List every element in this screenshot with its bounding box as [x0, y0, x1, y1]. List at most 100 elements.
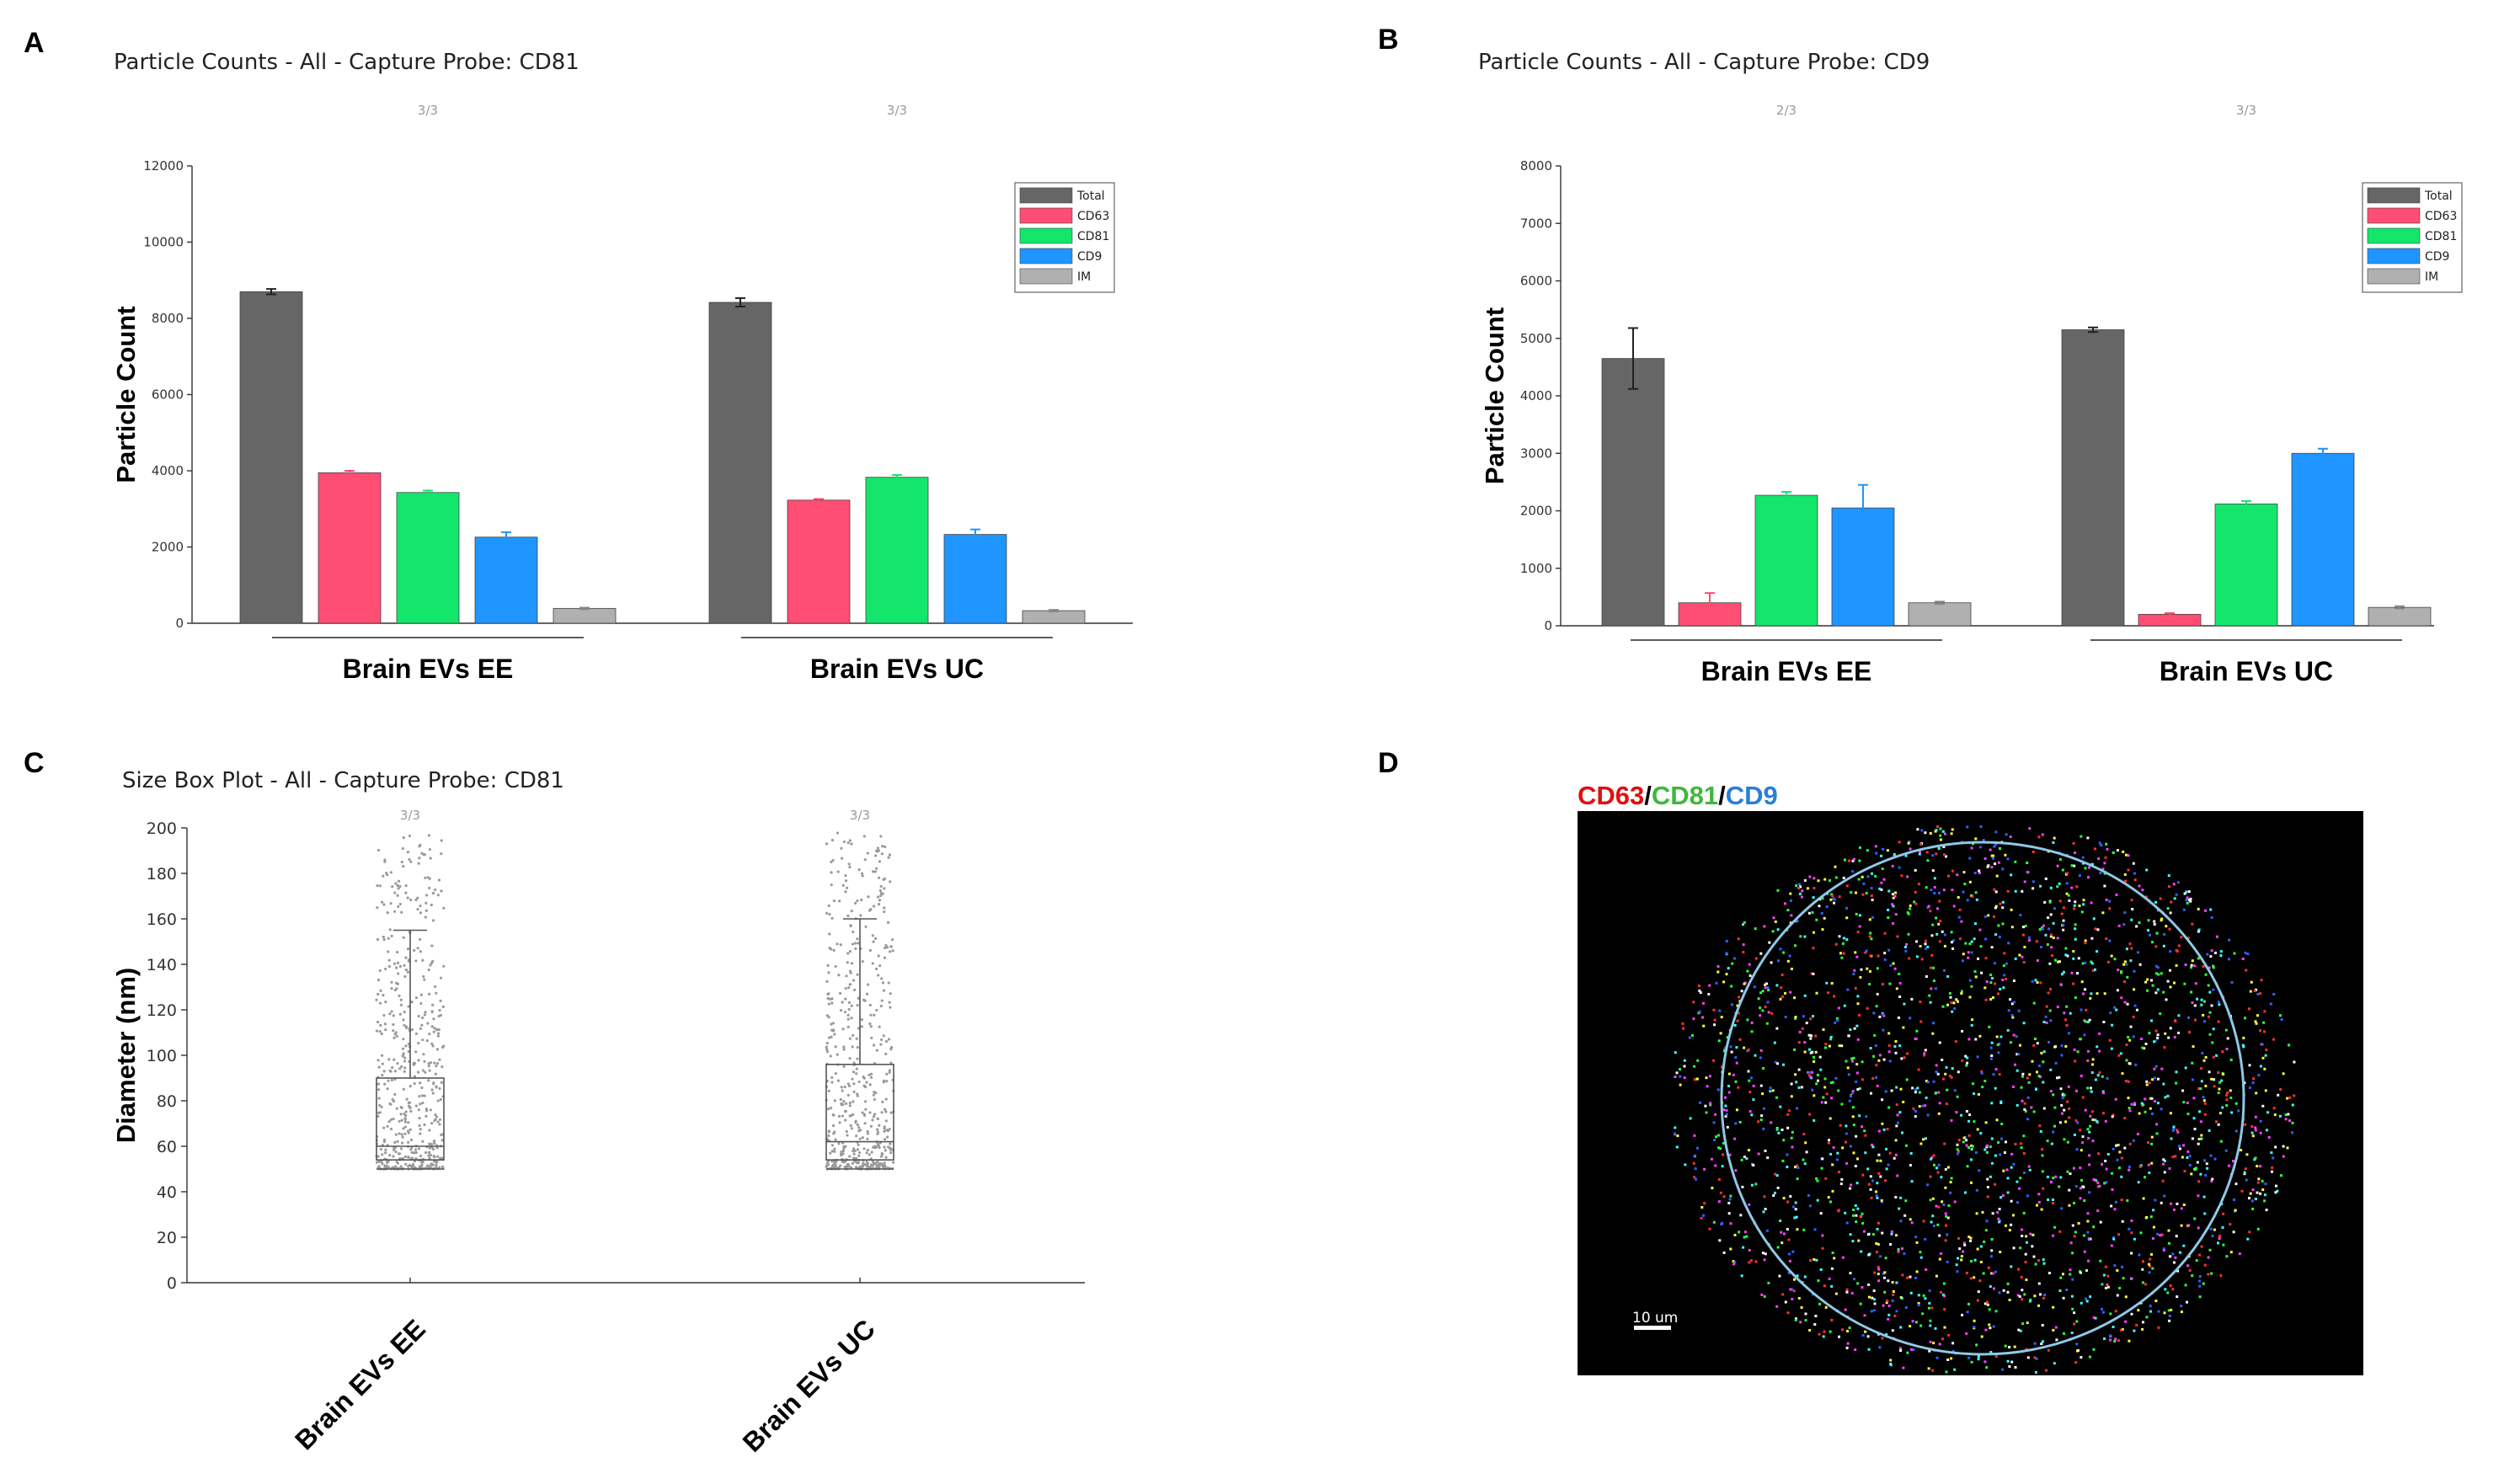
scatter-point	[432, 1147, 435, 1151]
scatter-point	[852, 1156, 856, 1160]
fluorescent-spot	[2128, 1339, 2131, 1343]
scatter-point	[398, 1132, 401, 1135]
scatter-point	[400, 1106, 403, 1109]
fluorescent-spot	[1727, 967, 1730, 970]
fluorescent-spot	[1887, 889, 1891, 893]
fluorescent-spot	[1918, 1105, 1921, 1108]
fluorescent-spot	[2166, 1094, 2170, 1097]
fluorescent-spot	[1816, 1179, 1819, 1182]
fluorescent-spot	[1797, 1086, 1801, 1089]
fluorescent-spot	[2085, 1300, 2089, 1303]
micrograph-panel: CD63/CD81/CD9 10 um	[1578, 781, 2363, 1375]
fluorescent-spot	[2021, 1228, 2024, 1231]
scatter-point	[377, 1065, 381, 1069]
fluorescent-spot	[1978, 869, 1981, 873]
fluorescent-spot	[1992, 1325, 1995, 1328]
fluorescent-spot	[1713, 1023, 1716, 1027]
fluorescent-spot	[1849, 1233, 1852, 1236]
fluorescent-spot	[1692, 1001, 1695, 1004]
fluorescent-spot	[2026, 871, 2030, 874]
fluorescent-spot	[1788, 954, 1791, 958]
fluorescent-spot	[1914, 1037, 1918, 1040]
fluorescent-spot	[2183, 982, 2186, 985]
scatter-point	[844, 997, 847, 1001]
fluorescent-spot	[2052, 841, 2055, 844]
fluorescent-spot	[1978, 1034, 1982, 1038]
fluorescent-spot	[1861, 1286, 1864, 1289]
scatter-point	[424, 909, 428, 912]
fluorescent-spot	[2279, 1088, 2282, 1091]
scatter-point	[830, 997, 834, 1001]
scatter-point	[429, 1108, 432, 1112]
fluorescent-spot	[2127, 1097, 2130, 1100]
fluorescent-spot	[2015, 1035, 2018, 1038]
fluorescent-spot	[2114, 1097, 2117, 1101]
bar-im-1	[553, 607, 617, 624]
fluorescent-spot	[2148, 1271, 2151, 1274]
fluorescent-spot	[1988, 1323, 1991, 1327]
fluorescent-spot	[2286, 1097, 2289, 1100]
scatter-point	[393, 1140, 397, 1145]
fluorescent-spot	[1869, 954, 1872, 958]
scatter-point	[838, 1121, 841, 1124]
scatter-point	[412, 1061, 415, 1065]
fluorescent-spot	[1715, 981, 1718, 985]
scatter-point	[884, 1156, 888, 1159]
error-bar	[2088, 326, 2098, 334]
scatter-point	[873, 1146, 877, 1150]
fluorescent-spot	[2091, 1110, 2094, 1113]
fluorescent-spot	[1935, 1064, 1938, 1067]
fluorescent-spot	[2182, 1204, 2186, 1206]
scatter-point	[867, 983, 870, 986]
fluorescent-spot	[2193, 1128, 2197, 1130]
fluorescent-spot	[1817, 1079, 1819, 1082]
fluorescent-spot	[1782, 1139, 1786, 1142]
fluorescent-spot	[1852, 1151, 1855, 1155]
fluorescent-spot	[1922, 1220, 1925, 1223]
fluorescent-spot	[2253, 1158, 2256, 1161]
fluorescent-spot	[1867, 1348, 1871, 1351]
fluorescent-spot	[2263, 1067, 2266, 1070]
fluorescent-spot	[1896, 1174, 1899, 1177]
fluorescent-spot	[2060, 1207, 2064, 1210]
fluorescent-spot	[1915, 955, 1919, 958]
fluorescent-spot	[1989, 848, 1992, 851]
fluorescent-spot	[2056, 864, 2059, 867]
fluorescent-spot	[1765, 982, 1768, 985]
bar-cd9-2	[943, 534, 1007, 624]
fluorescent-spot	[1928, 1289, 1931, 1292]
fluorescent-spot	[2217, 1241, 2219, 1245]
fluorescent-spot	[1762, 1107, 1765, 1110]
fluorescent-spot	[1798, 883, 1801, 886]
fluorescent-spot	[1693, 1154, 1696, 1157]
fluorescent-spot	[1794, 944, 1797, 948]
fluorescent-spot	[2190, 964, 2193, 967]
scatter-point	[854, 1156, 858, 1160]
legend-label: CD63	[1077, 210, 1109, 223]
fluorescent-spot	[2276, 1189, 2279, 1193]
fluorescent-spot	[2053, 958, 2057, 962]
fluorescent-spot	[1746, 969, 1749, 973]
scatter-point	[392, 1155, 395, 1158]
fluorescent-spot	[2163, 1046, 2166, 1049]
fluorescent-spot	[2096, 1181, 2100, 1184]
fluorescent-spot	[1965, 1272, 1968, 1274]
y-tick-label: 8000	[152, 311, 184, 326]
fluorescent-spot	[2138, 1165, 2142, 1168]
group-label: Brain EVs UC	[2160, 656, 2333, 686]
fluorescent-spot	[1889, 1364, 1893, 1367]
scatter-point	[382, 994, 385, 997]
scatter-point	[413, 948, 416, 953]
fluorescent-spot	[2167, 1036, 2170, 1039]
fluorescent-spot	[1855, 1214, 1858, 1217]
fluorescent-spot	[2021, 1322, 2025, 1326]
fluorescent-spot	[1881, 1231, 1884, 1235]
fluorescent-spot	[1721, 1221, 1724, 1225]
fluorescent-spot	[1935, 1070, 1938, 1074]
fluorescent-spot	[2078, 874, 2081, 878]
scatter-point	[848, 969, 852, 973]
fluorescent-spot	[2245, 969, 2248, 972]
scatter-point	[856, 973, 859, 976]
scatter-point	[404, 1162, 408, 1166]
scatter-point	[432, 1160, 436, 1163]
